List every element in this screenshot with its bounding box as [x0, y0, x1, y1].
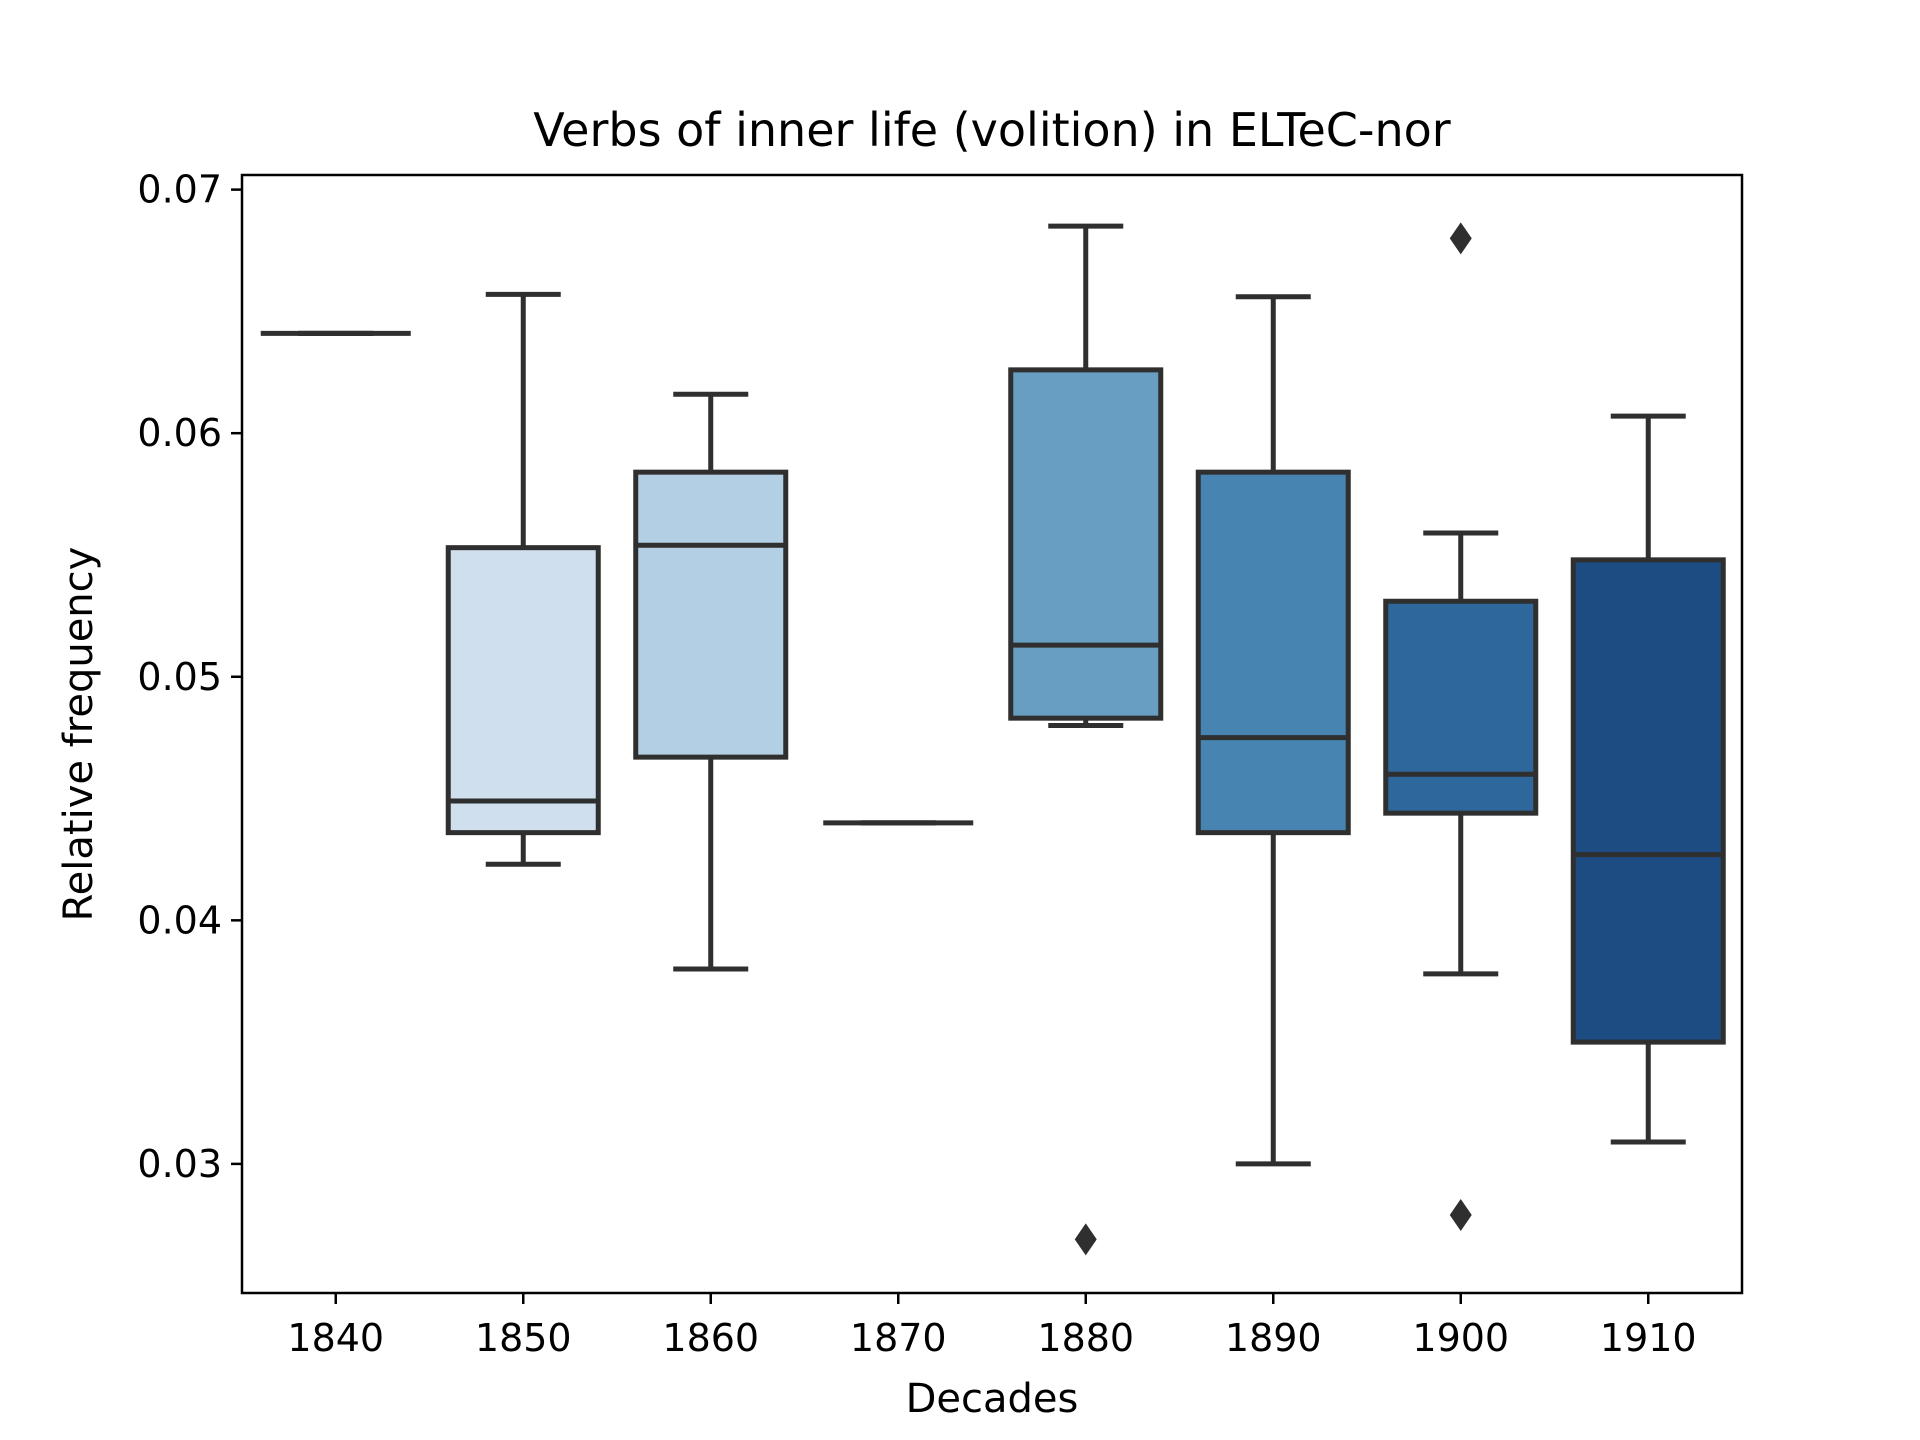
iqr-box: [633, 469, 789, 760]
iqr-box: [1008, 367, 1164, 721]
box-1860: [633, 391, 789, 972]
x-tick-label: 1870: [850, 1316, 947, 1360]
iqr-box: [445, 545, 601, 836]
y-axis: 0.03 0.04 0.05 0.06 0.07: [137, 168, 242, 1186]
box-1850: [445, 291, 601, 867]
iqr-box: [1383, 598, 1539, 816]
box-1910: [1570, 413, 1726, 1145]
y-tick-label: 0.07: [137, 168, 222, 212]
box-1900: [1383, 222, 1539, 1232]
box-1880: [1008, 223, 1164, 1256]
x-axis-label: Decades: [906, 1376, 1079, 1422]
plot-frame: [240, 173, 1744, 1295]
y-axis-label: Relative frequency: [56, 547, 102, 922]
plot-area: [260, 222, 1726, 1256]
x-tick-label: 1880: [1037, 1316, 1134, 1360]
y-tick-label: 0.04: [137, 898, 222, 942]
outlier-point: [1449, 222, 1472, 255]
chart-title: Verbs of inner life (volition) in ELTeC-…: [533, 103, 1451, 157]
iqr-box: [1570, 557, 1726, 1045]
outlier-point: [1074, 1223, 1097, 1256]
x-axis: 1840 1850 1860 1870 1880 1890 1900 1910: [287, 1293, 1697, 1360]
x-tick-label: 1840: [287, 1316, 384, 1360]
y-tick-label: 0.05: [137, 655, 222, 699]
x-tick-label: 1910: [1600, 1316, 1697, 1360]
y-tick-label: 0.06: [137, 411, 222, 455]
x-tick-label: 1890: [1225, 1316, 1322, 1360]
x-tick-label: 1900: [1412, 1316, 1509, 1360]
x-tick-label: 1850: [475, 1316, 572, 1360]
box-1890: [1195, 294, 1351, 1167]
iqr-box: [1195, 469, 1351, 836]
outlier-point: [1449, 1199, 1472, 1232]
x-tick-label: 1860: [662, 1316, 759, 1360]
y-tick-label: 0.03: [137, 1142, 222, 1186]
